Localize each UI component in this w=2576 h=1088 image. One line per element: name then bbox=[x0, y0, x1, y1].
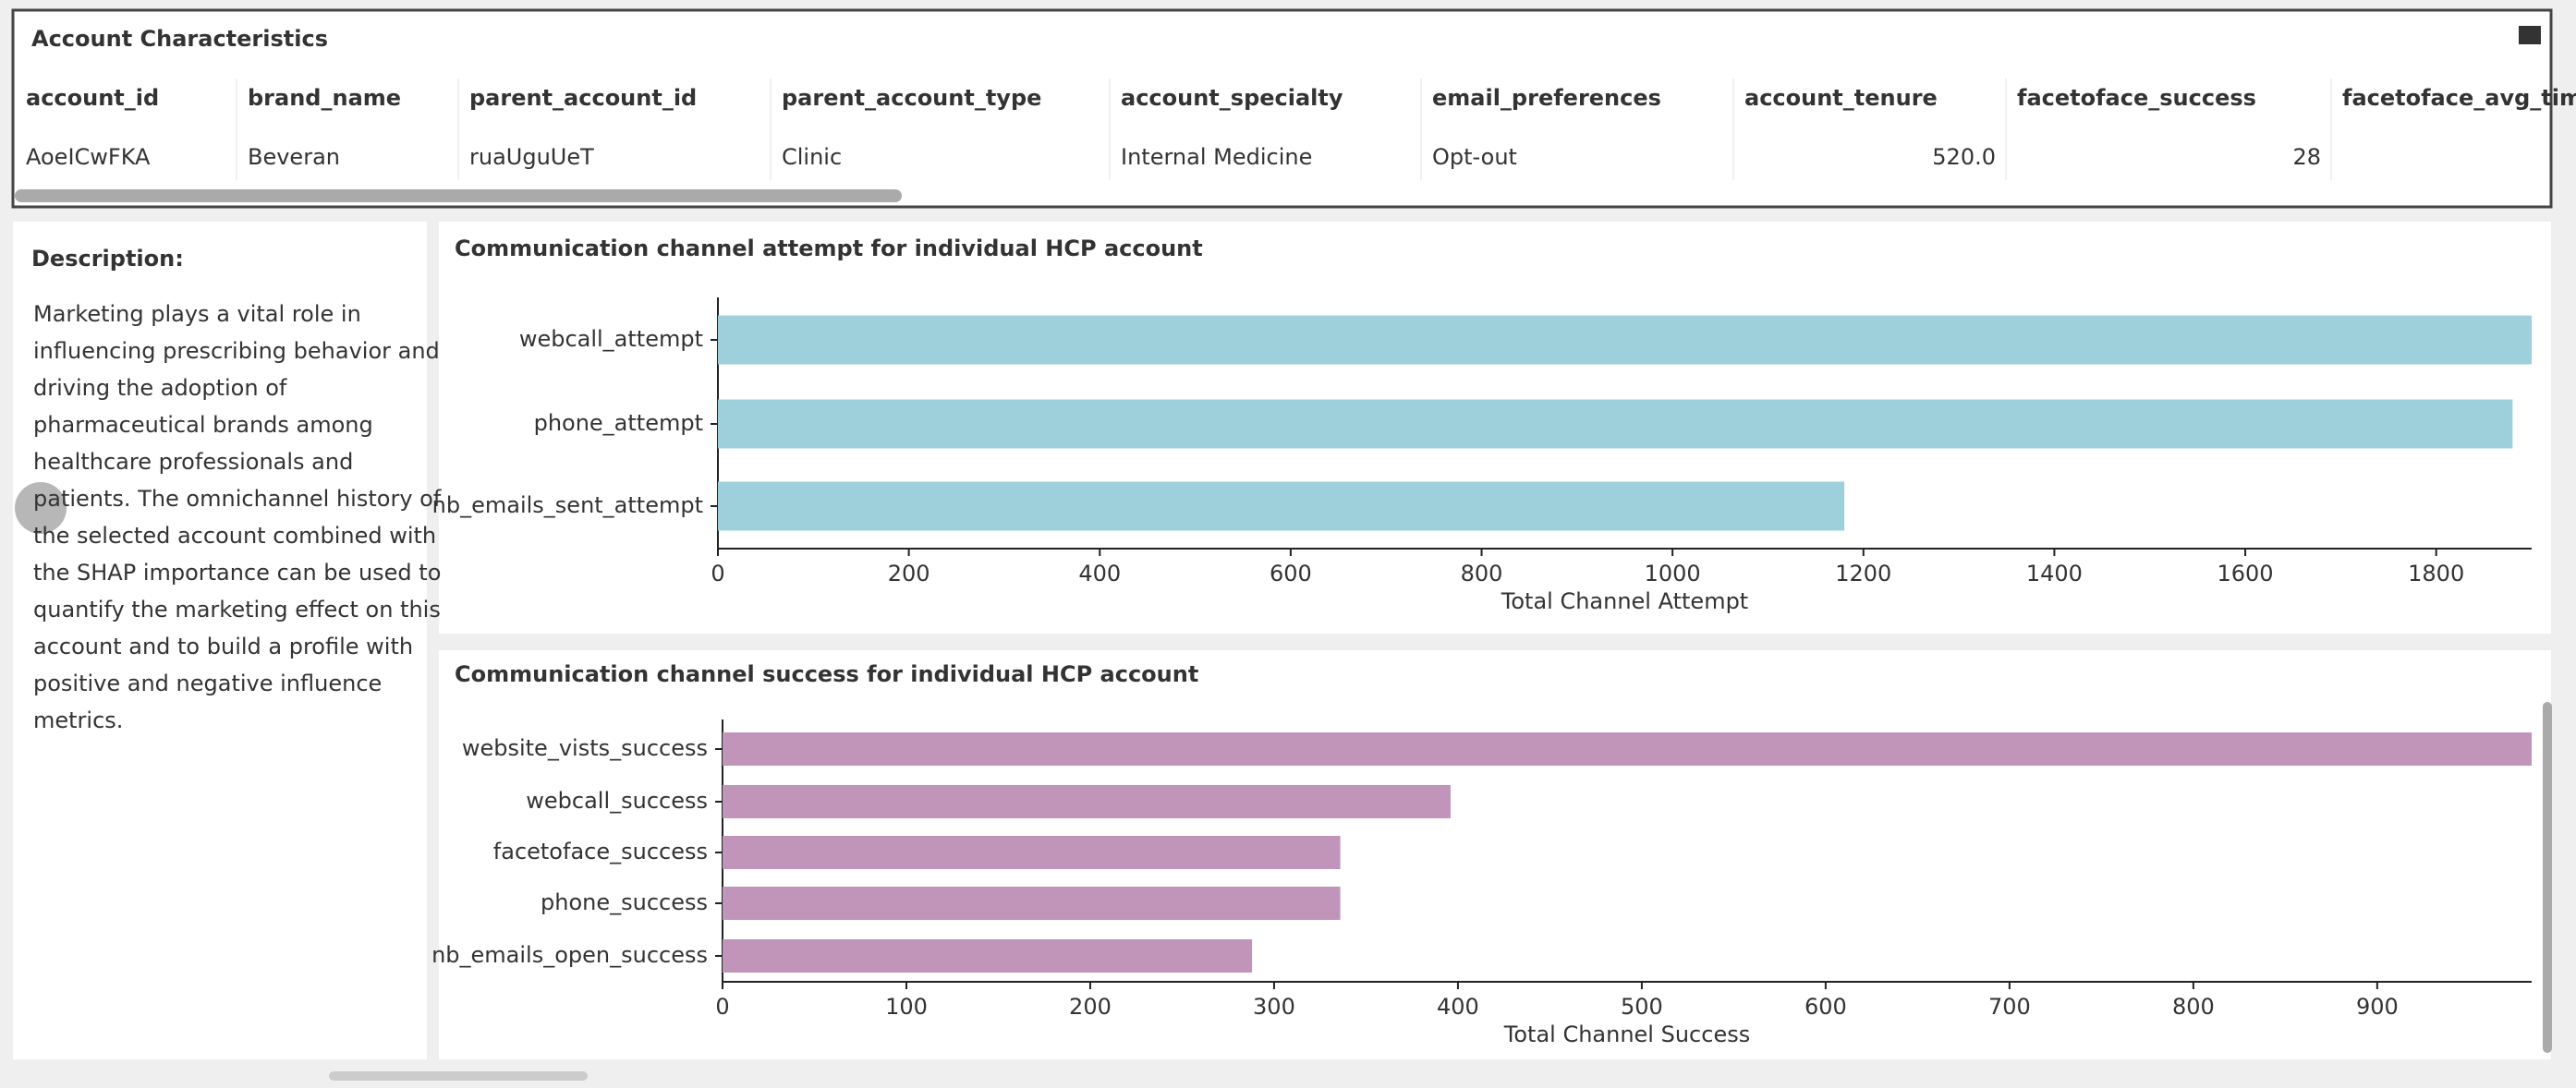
x-tick-label: 1000 bbox=[1645, 561, 1701, 586]
x-tick-label: 400 bbox=[1078, 561, 1121, 586]
description-line: account and to build a profile with bbox=[33, 634, 413, 659]
description-line: the selected account combined with bbox=[33, 523, 436, 549]
description-line: influencing prescribing behavior and bbox=[33, 338, 440, 364]
x-tick-label: 800 bbox=[1461, 561, 1503, 586]
y-tick-label: website_vists_success bbox=[462, 735, 708, 761]
column-header: facetoface_avg_time bbox=[2342, 85, 2576, 111]
x-tick-label: 600 bbox=[1804, 994, 1847, 1020]
column-header: facetoface_success bbox=[2017, 85, 2256, 111]
description-line: metrics. bbox=[33, 707, 123, 733]
y-tick-label: webcall_attempt bbox=[519, 326, 703, 352]
column-header: email_preferences bbox=[1432, 85, 1661, 111]
bar bbox=[723, 785, 1451, 818]
y-tick-label: phone_success bbox=[541, 889, 708, 915]
description-line: pharmaceutical brands among bbox=[33, 412, 373, 438]
bar bbox=[723, 939, 1253, 973]
x-tick-label: 400 bbox=[1437, 994, 1479, 1020]
download-icon[interactable] bbox=[2519, 26, 2541, 44]
x-tick-label: 600 bbox=[1270, 561, 1312, 586]
x-tick-label: 900 bbox=[2356, 994, 2399, 1020]
x-tick-label: 200 bbox=[1069, 994, 1112, 1020]
bar bbox=[723, 836, 1341, 869]
table-cell: Internal Medicine bbox=[1121, 144, 1312, 170]
description-line: quantify the marketing effect on this bbox=[33, 597, 441, 623]
column-header: brand_name bbox=[248, 85, 401, 111]
bar bbox=[718, 399, 2513, 449]
x-tick-label: 0 bbox=[711, 561, 724, 586]
bar bbox=[723, 732, 2532, 766]
table-panel bbox=[11, 8, 2553, 209]
y-tick-label: facetoface_success bbox=[493, 839, 708, 864]
column-header: parent_account_id bbox=[469, 85, 697, 111]
table-title: Account Characteristics bbox=[31, 26, 328, 52]
description-line: the SHAP importance can be used to bbox=[33, 560, 441, 586]
x-tick-label: 1800 bbox=[2408, 561, 2464, 586]
x-tick-label: 1200 bbox=[1835, 561, 1891, 586]
description-line: driving the adoption of bbox=[33, 375, 287, 401]
x-axis-title: Total Channel Attempt bbox=[1501, 588, 1748, 614]
x-tick-label: 0 bbox=[715, 994, 729, 1020]
description-line: patients. The omnichannel history of bbox=[33, 486, 442, 512]
description-panel bbox=[13, 222, 427, 1059]
column-header: parent_account_type bbox=[782, 85, 1041, 111]
x-tick-label: 800 bbox=[2172, 994, 2215, 1020]
chart-title: Communication channel success for indivi… bbox=[455, 661, 1198, 687]
bar bbox=[718, 481, 1845, 531]
bar bbox=[723, 887, 1341, 920]
x-axis-title: Total Channel Success bbox=[1503, 1022, 1750, 1047]
description-line: positive and negative influence bbox=[33, 671, 382, 696]
table-cell: Clinic bbox=[782, 144, 842, 170]
y-tick-label: phone_attempt bbox=[534, 410, 703, 436]
x-tick-label: 100 bbox=[885, 994, 928, 1020]
x-tick-label: 1600 bbox=[2218, 561, 2274, 586]
table-cell: AoeICwFKA bbox=[26, 144, 151, 170]
bar bbox=[718, 315, 2532, 365]
x-tick-label: 1400 bbox=[2026, 561, 2083, 586]
description-line: healthcare professionals and bbox=[33, 449, 353, 475]
y-tick-label: nb_emails_sent_attempt bbox=[432, 492, 703, 518]
h-scrollbar[interactable] bbox=[15, 189, 902, 202]
y-tick-label: webcall_success bbox=[526, 788, 708, 814]
x-tick-label: 300 bbox=[1253, 994, 1295, 1020]
page-scrollbar[interactable] bbox=[329, 1071, 588, 1081]
x-tick-label: 500 bbox=[1621, 994, 1663, 1020]
column-header: account_id bbox=[26, 85, 159, 111]
table-cell: Opt-out bbox=[1432, 144, 1517, 170]
table-cell: 28 bbox=[2292, 144, 2321, 170]
v-scrollbar[interactable] bbox=[2543, 702, 2552, 1053]
y-tick-label: nb_emails_open_success bbox=[431, 942, 708, 968]
column-header: account_tenure bbox=[1744, 85, 1938, 111]
x-tick-label: 200 bbox=[888, 561, 930, 586]
description-heading: Description: bbox=[31, 246, 184, 272]
nav-button[interactable] bbox=[15, 482, 67, 534]
table-cell: Beveran bbox=[248, 144, 340, 170]
chart-title: Communication channel attempt for indivi… bbox=[455, 236, 1203, 261]
description-line: Marketing plays a vital role in bbox=[33, 301, 361, 327]
table-cell: ruaUguUeT bbox=[469, 144, 594, 170]
table-cell: 520.0 bbox=[1932, 144, 1996, 170]
x-tick-label: 700 bbox=[1988, 994, 2031, 1020]
column-header: account_specialty bbox=[1121, 85, 1343, 111]
